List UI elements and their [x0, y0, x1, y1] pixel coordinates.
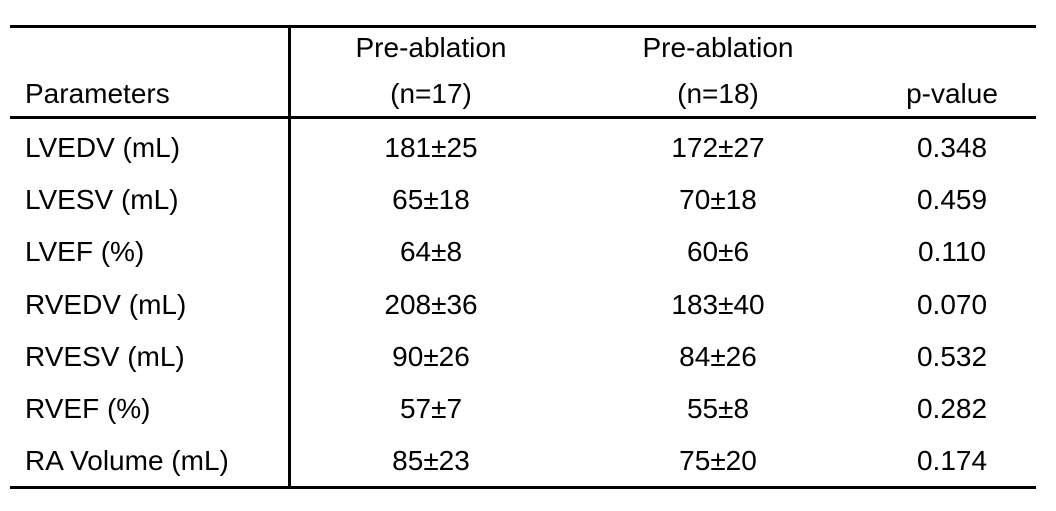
row-label: RA Volume (mL) [25, 445, 229, 477]
data-cell: 208±36 [384, 288, 478, 320]
data-cell: 57±7 [399, 393, 463, 424]
row-label: LVEF (%) [25, 236, 145, 268]
row-label: RVESV (mL) [25, 340, 185, 372]
data-cell: 0.459 [916, 184, 988, 216]
header-cell: Pre-ablation [355, 32, 507, 63]
data-cell: 65±18 [392, 184, 470, 216]
data-cell: 0.282 [916, 393, 988, 424]
header-cell: (n=18) [677, 78, 759, 109]
data-cell: 181±25 [384, 132, 478, 163]
bottom-rule [10, 486, 1036, 489]
data-cell: 75±20 [679, 445, 757, 477]
header-cell: Parameters [25, 78, 170, 109]
header-rule [10, 116, 1036, 119]
row-label: LVESV (mL) [25, 184, 179, 216]
header-cell: Pre-ablation [642, 32, 794, 63]
data-cell: 0.110 [918, 236, 986, 268]
column-divider [288, 25, 291, 489]
data-cell: 84±26 [679, 340, 757, 372]
header-cell: p-value [906, 78, 998, 109]
data-cell: 64±8 [399, 236, 463, 268]
row-label: LVEDV (mL) [25, 132, 181, 163]
data-cell: 90±26 [392, 340, 470, 372]
row-label: RVEF (%) [25, 393, 151, 424]
data-cell: 60±6 [686, 236, 750, 268]
data-cell: 85±23 [392, 445, 470, 477]
data-cell: 0.070 [916, 288, 988, 320]
data-cell: 70±18 [679, 184, 757, 216]
data-cell: 183±40 [671, 288, 765, 320]
data-cell: 0.174 [916, 445, 988, 477]
top-rule [10, 25, 1036, 28]
data-cell: 172±27 [671, 132, 765, 163]
header-cell: (n=17) [390, 78, 472, 109]
row-label: RVEDV (mL) [25, 288, 187, 320]
data-cell: 55±8 [686, 393, 750, 424]
data-cell: 0.348 [916, 132, 988, 163]
data-cell: 0.532 [916, 340, 988, 372]
